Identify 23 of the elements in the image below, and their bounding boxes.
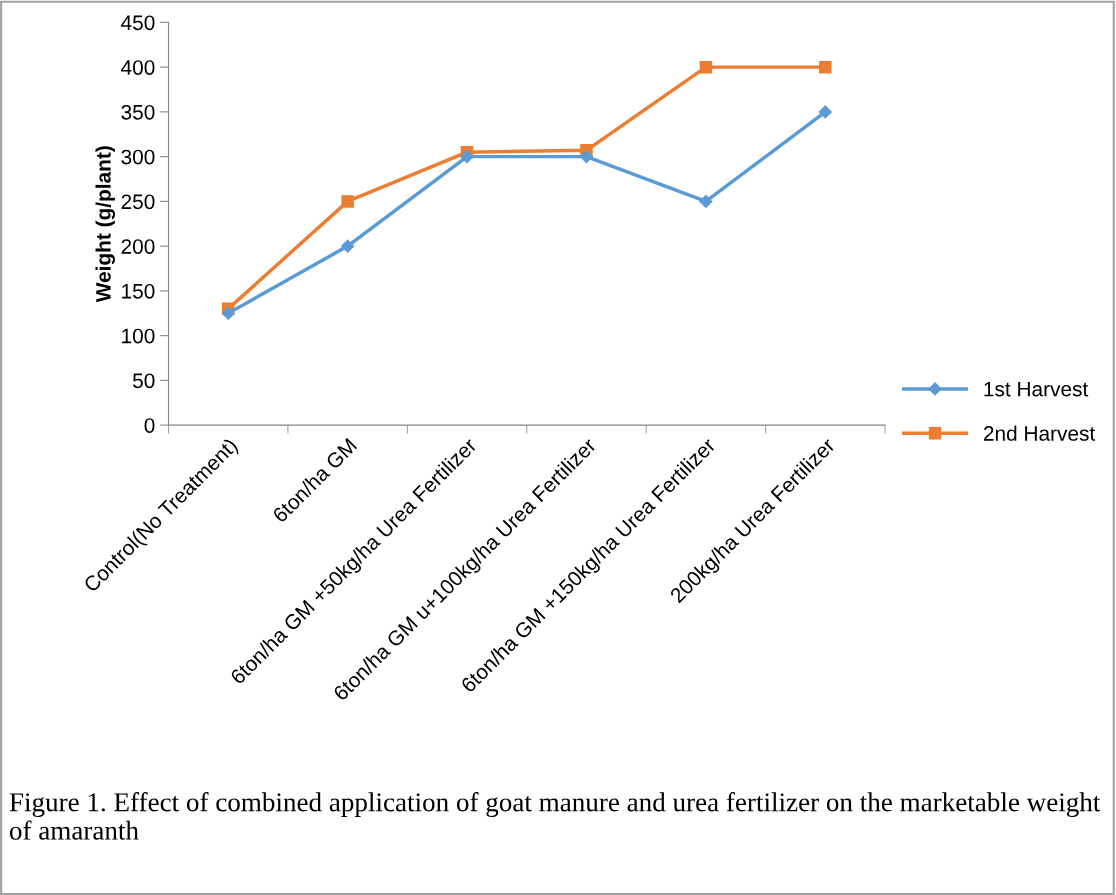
point [699, 60, 713, 74]
y-tick-label: 150 [122, 283, 155, 299]
y-tick-label: 200 [121, 239, 155, 254]
y-tick-label: 450 [121, 15, 155, 31]
point [579, 150, 594, 164]
point [341, 195, 354, 208]
y-axis-title: Weight (g/plant) [95, 146, 116, 303]
point [341, 239, 355, 253]
legend-label: 2nd Harvest [983, 425, 1096, 441]
caption: Figure 1. Effect of combined application of goat manure and urea fertilizer on the marketable weight of amaranth [9, 792, 1101, 840]
y-tick-label: 400 [121, 60, 155, 75]
y-tick-label: 0 [144, 418, 155, 433]
point [460, 150, 474, 164]
y-tick-label: 350 [121, 104, 155, 120]
point [699, 194, 713, 208]
point [818, 105, 832, 119]
y-tick-label: 50 [132, 373, 155, 389]
y-tick-label: 300 [121, 149, 155, 165]
legend-label: 1st Harvest [984, 381, 1089, 397]
y-tick-label: 250 [121, 194, 155, 210]
point [819, 60, 832, 74]
y-tick-label: 100 [122, 328, 155, 344]
point [221, 306, 235, 320]
